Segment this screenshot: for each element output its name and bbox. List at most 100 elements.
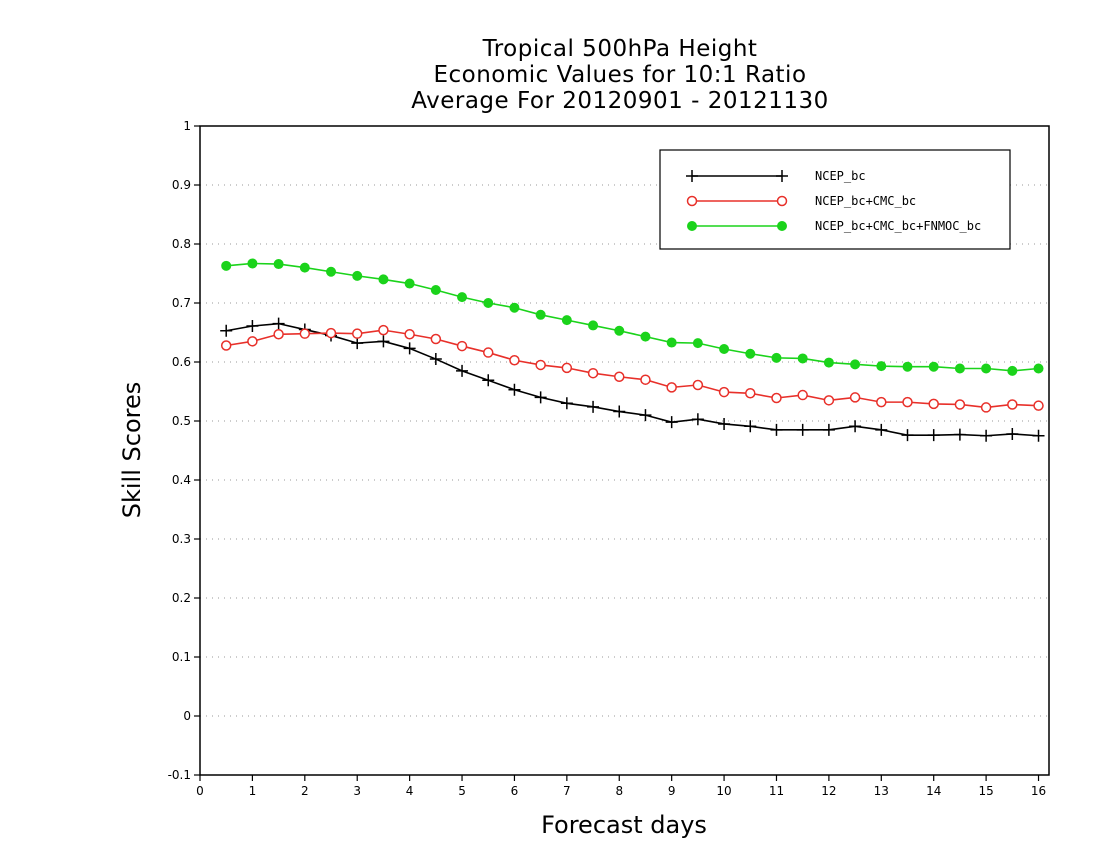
data-point bbox=[534, 391, 547, 404]
data-point bbox=[325, 327, 337, 339]
x-tick-label: 4 bbox=[406, 784, 414, 798]
data-point bbox=[665, 416, 678, 429]
data-point bbox=[587, 400, 600, 413]
legend-marker bbox=[686, 170, 698, 182]
x-tick-label: 6 bbox=[511, 784, 519, 798]
data-point bbox=[770, 423, 783, 436]
data-point bbox=[718, 386, 730, 398]
data-point bbox=[588, 320, 599, 331]
x-tick-label: 8 bbox=[615, 784, 623, 798]
series-1 bbox=[220, 317, 1045, 442]
data-point bbox=[457, 292, 468, 303]
x-tick-label: 2 bbox=[301, 784, 309, 798]
series-line bbox=[226, 322, 1039, 437]
data-point bbox=[1032, 429, 1045, 442]
data-point bbox=[613, 405, 626, 418]
data-point bbox=[980, 402, 992, 413]
data-point bbox=[587, 367, 599, 379]
series-3 bbox=[221, 258, 1044, 376]
x-tick-label: 0 bbox=[196, 784, 204, 798]
data-point bbox=[954, 363, 965, 374]
data-point bbox=[796, 423, 809, 436]
y-tick-label: 0.7 bbox=[172, 296, 191, 310]
data-point bbox=[849, 420, 862, 433]
data-point bbox=[614, 371, 625, 382]
legend-marker bbox=[776, 195, 788, 207]
legend-label: NCEP_bc+CMC_bc bbox=[815, 194, 916, 208]
data-point bbox=[692, 379, 704, 391]
data-point bbox=[745, 348, 756, 359]
data-point bbox=[928, 361, 939, 372]
x-tick-label: 1 bbox=[249, 784, 257, 798]
data-point bbox=[247, 258, 258, 269]
data-point bbox=[560, 397, 573, 410]
x-tick-label: 10 bbox=[716, 784, 731, 798]
data-point bbox=[482, 347, 494, 358]
y-tick-label: 0.8 bbox=[172, 237, 191, 251]
series-line bbox=[226, 329, 1039, 409]
legend-marker bbox=[776, 170, 788, 182]
data-point bbox=[352, 270, 363, 281]
legend-marker bbox=[777, 221, 787, 231]
data-point bbox=[640, 331, 651, 342]
data-point bbox=[378, 324, 389, 336]
chart-title-line-3: Average For 20120901 - 20121130 bbox=[411, 88, 829, 114]
x-tick-label: 5 bbox=[458, 784, 466, 798]
data-point bbox=[273, 259, 284, 270]
data-point bbox=[483, 298, 494, 308]
data-point bbox=[509, 354, 520, 366]
data-point bbox=[299, 262, 310, 273]
data-point bbox=[927, 429, 940, 442]
data-point bbox=[822, 423, 835, 436]
data-point bbox=[430, 333, 442, 345]
data-point bbox=[876, 361, 887, 372]
data-point bbox=[980, 429, 993, 442]
series-group bbox=[220, 258, 1045, 442]
data-point bbox=[247, 336, 258, 347]
data-point bbox=[429, 353, 442, 366]
legend-item: NCEP_bc+CMC_bc bbox=[686, 194, 916, 208]
data-point bbox=[745, 388, 756, 399]
data-point bbox=[273, 329, 284, 340]
data-point bbox=[272, 317, 285, 330]
data-point bbox=[326, 266, 337, 277]
data-point bbox=[404, 329, 415, 340]
legend-marker bbox=[686, 195, 698, 207]
y-tick-label: 0.5 bbox=[172, 414, 191, 428]
data-point bbox=[823, 357, 834, 368]
data-point bbox=[535, 309, 546, 320]
y-axis-title: Skill Scores bbox=[118, 382, 146, 519]
data-point bbox=[692, 338, 703, 349]
data-point bbox=[220, 324, 233, 337]
data-point bbox=[981, 363, 992, 374]
y-tick-label: 0.9 bbox=[172, 178, 191, 192]
x-tick-label: 3 bbox=[353, 784, 361, 798]
data-point bbox=[954, 399, 966, 410]
x-tick-label: 15 bbox=[978, 784, 993, 798]
x-axis-title: Forecast days bbox=[541, 811, 707, 839]
data-point bbox=[771, 392, 782, 404]
data-point bbox=[456, 340, 468, 352]
data-point bbox=[456, 364, 469, 377]
gridlines bbox=[200, 184, 1049, 717]
y-tick-label: 0.4 bbox=[172, 473, 191, 487]
data-point bbox=[220, 340, 232, 351]
data-point bbox=[509, 302, 520, 313]
legend-label: NCEP_bc bbox=[815, 169, 866, 183]
chart-title-line-2: Economic Values for 10:1 Ratio bbox=[433, 62, 807, 88]
legend: NCEP_bc NCEP_bc+CMC_bc NCEP_bc+CMC_bc+FNMO… bbox=[659, 149, 1011, 250]
data-point bbox=[403, 342, 416, 355]
data-point bbox=[744, 420, 757, 433]
series-line bbox=[226, 262, 1039, 372]
data-point bbox=[666, 382, 677, 393]
data-point bbox=[902, 396, 913, 408]
data-point bbox=[875, 423, 888, 436]
y-tick-label: 0.6 bbox=[172, 355, 191, 369]
data-point bbox=[430, 285, 441, 296]
data-point bbox=[666, 337, 677, 348]
plot-frame bbox=[199, 125, 1050, 776]
data-point bbox=[771, 352, 782, 363]
data-point bbox=[640, 374, 651, 385]
data-point bbox=[299, 328, 311, 339]
